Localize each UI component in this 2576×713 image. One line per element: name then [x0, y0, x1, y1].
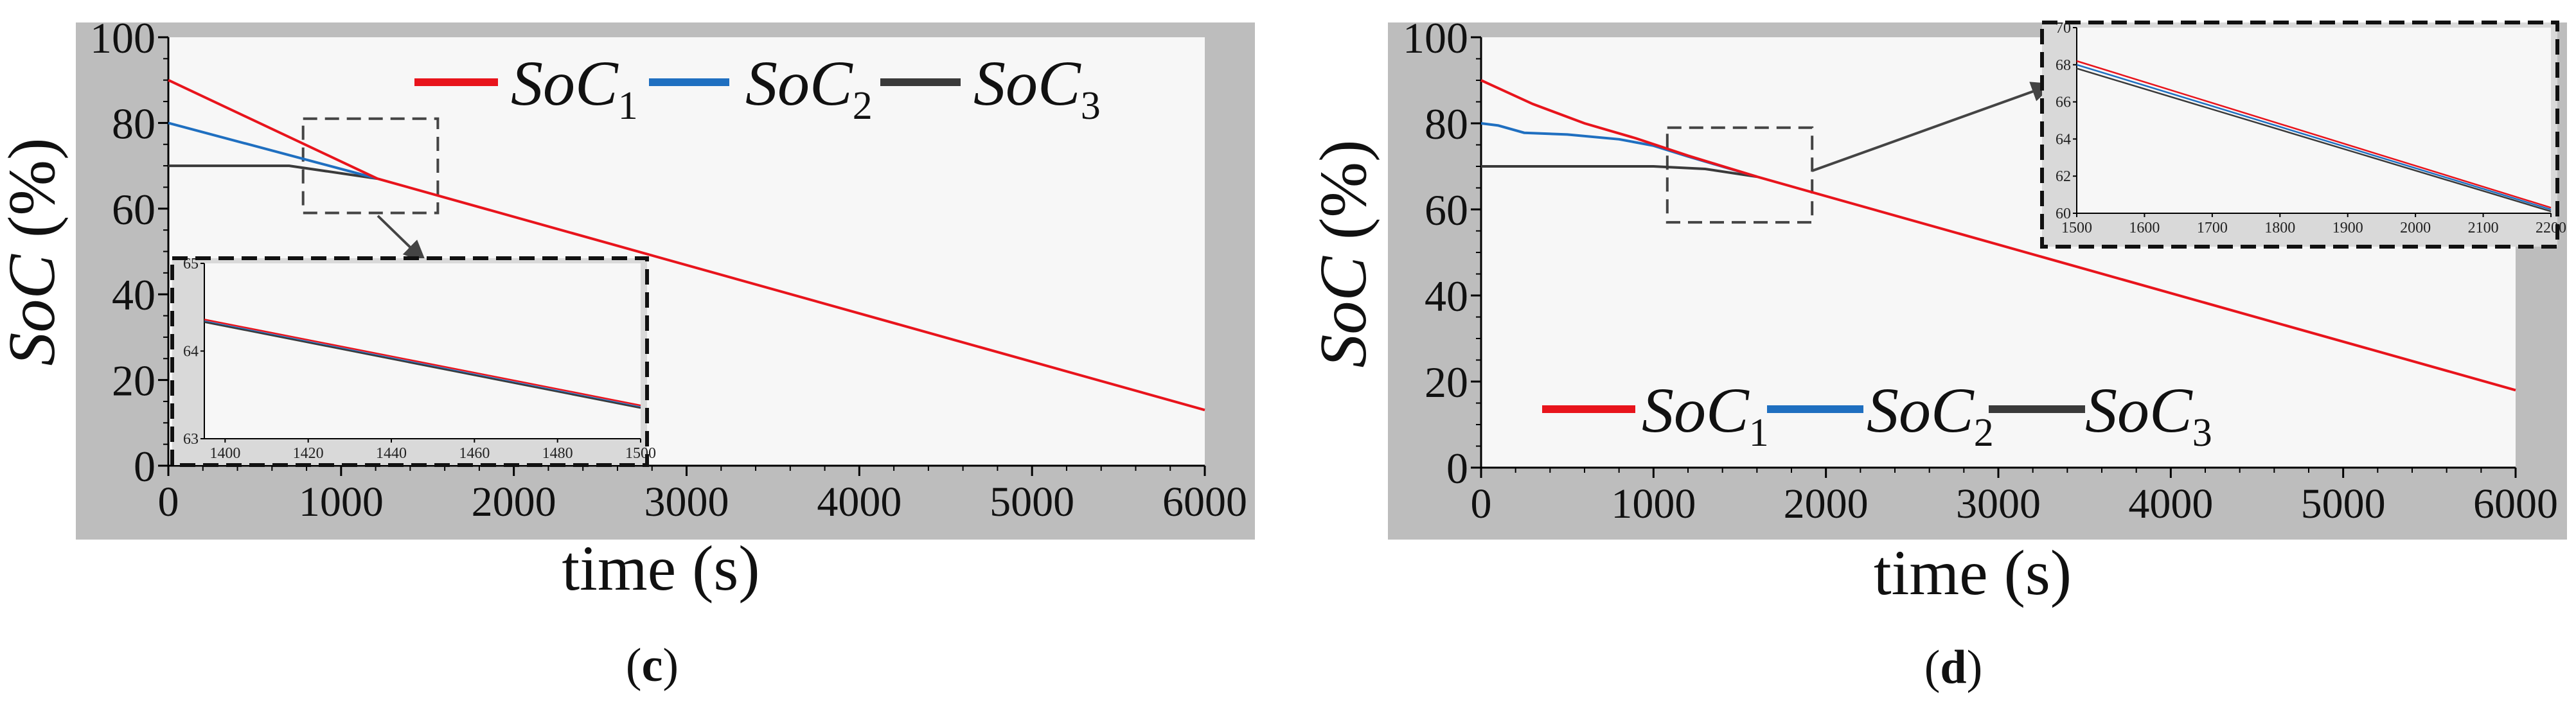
- panel-caption: (c): [626, 639, 679, 692]
- inset-y-tick-label: 68: [2056, 57, 2071, 74]
- series-line-SoC3: [168, 164, 378, 180]
- y-tick-label: 60: [1425, 186, 1468, 234]
- legend-label-SoC1: SoC1: [1642, 374, 1769, 455]
- x-axis-label: time (s): [562, 533, 759, 604]
- x-tick-label: 5000: [990, 479, 1074, 525]
- legend-label-SoC2: SoC2: [1867, 374, 1994, 455]
- inset-x-tick-label: 1440: [376, 445, 407, 462]
- inset-y-tick-label: 60: [2056, 206, 2071, 222]
- legend-label-SoC1: SoC1: [511, 48, 638, 128]
- inset-series-line: [204, 319, 641, 407]
- x-tick-label: 5000: [2301, 480, 2386, 527]
- y-tick-label: 0: [1446, 444, 1468, 493]
- inset-x-tick-label: 1400: [209, 445, 240, 462]
- inset-x-tick-label: 2200: [2536, 220, 2566, 236]
- y-tick-label: 100: [1403, 13, 1468, 62]
- y-axis-label: SoC (%): [1306, 139, 1380, 367]
- inset-x-tick-label: 1480: [542, 445, 573, 462]
- series-line-SoC1: [168, 78, 1205, 412]
- legend-label-SoC3: SoC3: [973, 48, 1101, 128]
- inset-x-tick-label: 1500: [625, 445, 656, 462]
- y-tick-label: 20: [1425, 358, 1468, 407]
- x-tick-label: 0: [158, 479, 179, 525]
- inset-x-tick-label: 1800: [2264, 220, 2295, 236]
- inset-series-line: [2076, 64, 2552, 211]
- y-tick-label: 80: [1425, 100, 1468, 148]
- x-tick-label: 1000: [299, 479, 384, 525]
- inset-x-tick-label: 1460: [459, 445, 490, 462]
- series-line-SoC3: [1481, 165, 1757, 179]
- y-tick-label: 20: [112, 356, 155, 405]
- y-tick-label: 80: [112, 99, 155, 148]
- x-tick-label: 2000: [1784, 480, 1869, 527]
- series-line-SoC1: [1480, 79, 2516, 392]
- x-tick-label: 4000: [817, 479, 902, 525]
- inset-border: [170, 256, 649, 467]
- inset-x-tick-label: 1600: [2129, 220, 2160, 236]
- inset-x-tick-label: 1900: [2332, 220, 2363, 236]
- legend: SoC1 SoC2 SoC3: [414, 48, 1101, 128]
- x-tick-label: 2000: [472, 479, 556, 525]
- y-tick-label: 40: [112, 270, 155, 319]
- x-tick-label: 3000: [1956, 480, 2041, 527]
- y-axis-label: SoC (%): [0, 137, 69, 365]
- legend-label-SoC2: SoC2: [745, 48, 873, 128]
- zoom-arrow: [377, 215, 427, 263]
- x-tick-label: 1000: [1611, 480, 1696, 527]
- inset-series-line: [2076, 60, 2552, 209]
- inset-x-tick-label: 1700: [2197, 220, 2228, 236]
- inset-x-tick-label: 1420: [293, 445, 324, 462]
- x-tick-label: 4000: [2128, 480, 2213, 527]
- x-tick-label: 6000: [1162, 479, 1247, 525]
- y-tick-label: 40: [1425, 272, 1468, 321]
- inset-y-tick-label: 64: [183, 344, 199, 360]
- inset-y-tick-label: 63: [183, 431, 199, 448]
- inset-x-tick-label: 1500: [2061, 220, 2092, 236]
- inset-border: [2040, 21, 2559, 249]
- zoom-box: [301, 117, 440, 215]
- inset-series-line: [204, 321, 641, 409]
- x-tick-label: 0: [1471, 480, 1492, 527]
- x-axis-label: time (s): [1874, 537, 2072, 608]
- x-tick-label: 3000: [644, 479, 729, 525]
- inset-y-tick-label: 66: [2056, 94, 2071, 111]
- zoom-box: [1666, 126, 1814, 224]
- inset-series-line: [204, 320, 641, 409]
- legend: SoC1 SoC2 SoC3: [1542, 374, 2212, 455]
- zoom-arrow: [1811, 82, 2055, 172]
- inset-x-tick-label: 2100: [2468, 220, 2499, 236]
- inset-x-tick-label: 2000: [2400, 220, 2431, 236]
- panel-caption: (d): [1924, 641, 1982, 694]
- inset-y-tick-label: 62: [2056, 168, 2071, 185]
- inset-plot-area: [2077, 28, 2551, 213]
- y-tick-label: 60: [112, 185, 155, 234]
- legend-label-SoC3: SoC3: [2085, 374, 2212, 455]
- series-line-SoC2: [168, 121, 378, 180]
- y-tick-label: 0: [134, 442, 155, 491]
- x-tick-label: 6000: [2473, 480, 2558, 527]
- inset-series-line: [2076, 67, 2552, 213]
- inset-y-tick-label: 64: [2056, 131, 2071, 148]
- y-tick-label: 100: [90, 13, 155, 62]
- inset-plot-area: [204, 263, 641, 439]
